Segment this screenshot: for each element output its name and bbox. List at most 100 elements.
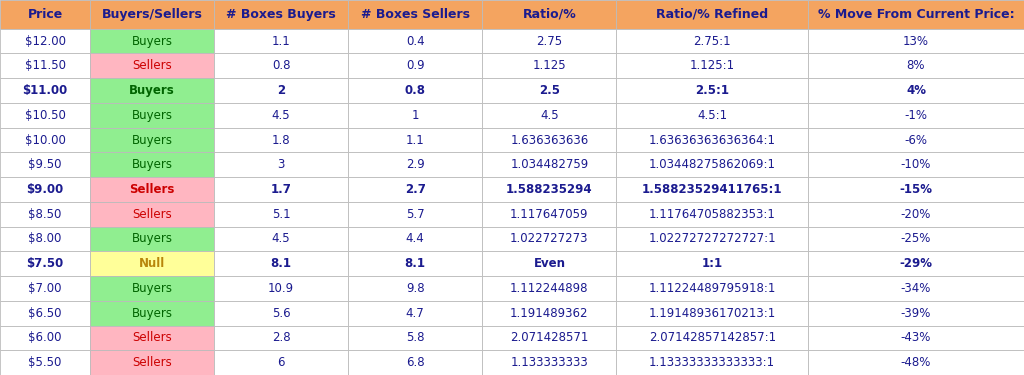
Text: 1.133333333: 1.133333333 xyxy=(511,356,588,369)
Bar xyxy=(616,78,808,103)
Bar xyxy=(616,29,808,54)
Text: $7.50: $7.50 xyxy=(27,257,63,270)
Text: Sellers: Sellers xyxy=(132,208,172,221)
Text: 9.8: 9.8 xyxy=(406,282,425,295)
Bar xyxy=(348,128,482,152)
Bar xyxy=(616,0,808,29)
Bar xyxy=(616,301,808,326)
Text: 1.125: 1.125 xyxy=(532,59,566,72)
Bar xyxy=(808,152,1024,177)
Text: 4.5: 4.5 xyxy=(271,109,291,122)
Bar xyxy=(214,251,348,276)
Bar xyxy=(90,152,214,177)
Text: $6.50: $6.50 xyxy=(29,307,61,320)
Bar xyxy=(808,301,1024,326)
Bar xyxy=(482,202,616,226)
Bar xyxy=(0,251,90,276)
Bar xyxy=(214,326,348,350)
Bar xyxy=(214,54,348,78)
Bar xyxy=(482,326,616,350)
Bar xyxy=(616,251,808,276)
Text: 1.58823529411765:1: 1.58823529411765:1 xyxy=(642,183,782,196)
Bar xyxy=(808,29,1024,54)
Text: Buyers: Buyers xyxy=(131,109,173,122)
Bar xyxy=(348,202,482,226)
Text: 2.5: 2.5 xyxy=(539,84,560,97)
Bar xyxy=(482,226,616,251)
Bar xyxy=(808,251,1024,276)
Bar xyxy=(214,226,348,251)
Text: 4.5: 4.5 xyxy=(540,109,559,122)
Bar xyxy=(90,54,214,78)
Text: 1:1: 1:1 xyxy=(701,257,723,270)
Bar xyxy=(482,350,616,375)
Text: -29%: -29% xyxy=(899,257,933,270)
Bar xyxy=(808,0,1024,29)
Bar xyxy=(214,103,348,128)
Bar xyxy=(90,29,214,54)
Bar xyxy=(90,301,214,326)
Text: 2.7: 2.7 xyxy=(404,183,426,196)
Bar xyxy=(0,301,90,326)
Text: 5.8: 5.8 xyxy=(406,332,425,344)
Text: -48%: -48% xyxy=(901,356,931,369)
Bar xyxy=(616,226,808,251)
Text: Null: Null xyxy=(139,257,165,270)
Bar xyxy=(482,54,616,78)
Text: 4.4: 4.4 xyxy=(406,232,425,246)
Text: 5.7: 5.7 xyxy=(406,208,425,221)
Bar xyxy=(90,276,214,301)
Text: -39%: -39% xyxy=(901,307,931,320)
Text: 1.1: 1.1 xyxy=(406,134,425,147)
Bar xyxy=(482,78,616,103)
Text: 4.5:1: 4.5:1 xyxy=(697,109,727,122)
Text: Sellers: Sellers xyxy=(129,183,175,196)
Text: Buyers/Sellers: Buyers/Sellers xyxy=(101,8,203,21)
Text: 0.8: 0.8 xyxy=(404,84,426,97)
Bar xyxy=(0,276,90,301)
Text: $9.50: $9.50 xyxy=(29,158,61,171)
Text: $10.00: $10.00 xyxy=(25,134,66,147)
Text: 1.11764705882353:1: 1.11764705882353:1 xyxy=(649,208,775,221)
Bar xyxy=(214,29,348,54)
Text: $8.00: $8.00 xyxy=(29,232,61,246)
Text: Price: Price xyxy=(28,8,62,21)
Bar xyxy=(0,29,90,54)
Text: 1.125:1: 1.125:1 xyxy=(689,59,735,72)
Bar xyxy=(348,103,482,128)
Bar xyxy=(90,128,214,152)
Text: 1.112244898: 1.112244898 xyxy=(510,282,589,295)
Bar xyxy=(214,276,348,301)
Text: -25%: -25% xyxy=(901,232,931,246)
Bar xyxy=(482,251,616,276)
Text: 2.5:1: 2.5:1 xyxy=(695,84,729,97)
Bar xyxy=(482,276,616,301)
Text: 1.8: 1.8 xyxy=(271,134,291,147)
Bar xyxy=(616,350,808,375)
Bar xyxy=(348,350,482,375)
Bar xyxy=(482,152,616,177)
Text: 8.1: 8.1 xyxy=(270,257,292,270)
Bar xyxy=(214,152,348,177)
Bar xyxy=(0,326,90,350)
Text: 2: 2 xyxy=(278,84,285,97)
Bar xyxy=(0,128,90,152)
Text: 1.19148936170213:1: 1.19148936170213:1 xyxy=(648,307,776,320)
Text: 1.7: 1.7 xyxy=(270,183,292,196)
Text: Buyers: Buyers xyxy=(131,34,173,48)
Text: 0.9: 0.9 xyxy=(406,59,425,72)
Text: 6: 6 xyxy=(278,356,285,369)
Text: 1.117647059: 1.117647059 xyxy=(510,208,589,221)
Text: 0.8: 0.8 xyxy=(271,59,291,72)
Bar xyxy=(808,326,1024,350)
Bar xyxy=(616,54,808,78)
Text: # Boxes Sellers: # Boxes Sellers xyxy=(360,8,470,21)
Text: 1.034482759: 1.034482759 xyxy=(510,158,589,171)
Bar xyxy=(348,177,482,202)
Text: $10.50: $10.50 xyxy=(25,109,66,122)
Bar xyxy=(214,350,348,375)
Bar xyxy=(348,301,482,326)
Bar xyxy=(482,103,616,128)
Bar xyxy=(0,0,90,29)
Bar xyxy=(808,78,1024,103)
